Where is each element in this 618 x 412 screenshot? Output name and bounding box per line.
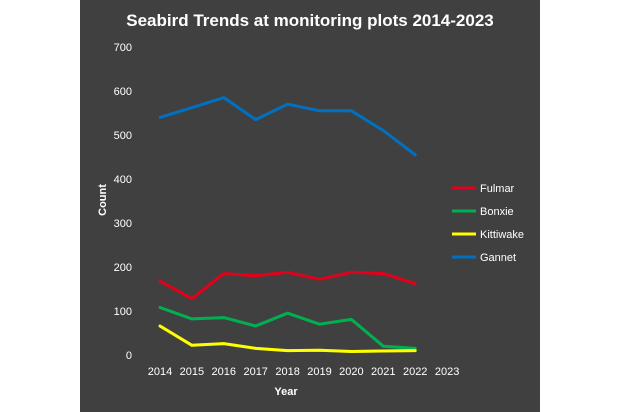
- y-tick-label: 600: [114, 86, 132, 98]
- y-tick-label: 300: [114, 218, 132, 230]
- x-tick-label: 2015: [180, 366, 204, 378]
- line-chart: Seabird Trends at monitoring plots 2014-…: [97, 11, 524, 398]
- series-line-gannet: [158, 96, 417, 157]
- y-tick-label: 200: [114, 262, 132, 274]
- y-tick-label: 100: [114, 306, 132, 318]
- x-tick-label: 2019: [307, 366, 331, 378]
- y-axis-label: Count: [97, 184, 109, 216]
- series-line-kittiwake: [158, 324, 417, 353]
- x-tick-label: 2022: [403, 366, 427, 378]
- legend-label-gannet: Gannet: [480, 252, 516, 264]
- series-line-bonxie: [158, 306, 417, 350]
- legend-label-kittiwake: Kittiwake: [480, 229, 524, 241]
- x-tick-label: 2014: [148, 366, 172, 378]
- legend-label-bonxie: Bonxie: [480, 206, 514, 218]
- x-tick-label: 2018: [275, 366, 299, 378]
- series-lines: [158, 96, 417, 353]
- x-tick-label: 2023: [435, 366, 459, 378]
- series-line-glow-kittiwake: [158, 324, 417, 353]
- y-tick-label: 700: [114, 42, 132, 54]
- y-axis-ticks: 0 100 200 300 400 500 600 700: [114, 42, 132, 362]
- y-tick-label: 400: [114, 174, 132, 186]
- legend-label-fulmar: Fulmar: [480, 183, 515, 195]
- y-tick-label: 0: [126, 350, 132, 362]
- chart-panel: Seabird Trends at monitoring plots 2014-…: [80, 0, 540, 412]
- x-tick-label: 2017: [243, 366, 267, 378]
- x-axis-ticks: 2014 2015 2016 2017 2018 2019 2020 2021 2022 2023: [148, 366, 460, 378]
- legend: Fulmar Bonxie Kittiwake Gannet: [452, 183, 524, 264]
- series-line-fulmar: [158, 270, 417, 301]
- x-tick-label: 2016: [212, 366, 236, 378]
- x-tick-label: 2021: [371, 366, 395, 378]
- chart-title: Seabird Trends at monitoring plots 2014-…: [126, 11, 494, 30]
- y-tick-label: 500: [114, 130, 132, 142]
- x-tick-label: 2020: [339, 366, 363, 378]
- x-axis-label: Year: [274, 386, 298, 398]
